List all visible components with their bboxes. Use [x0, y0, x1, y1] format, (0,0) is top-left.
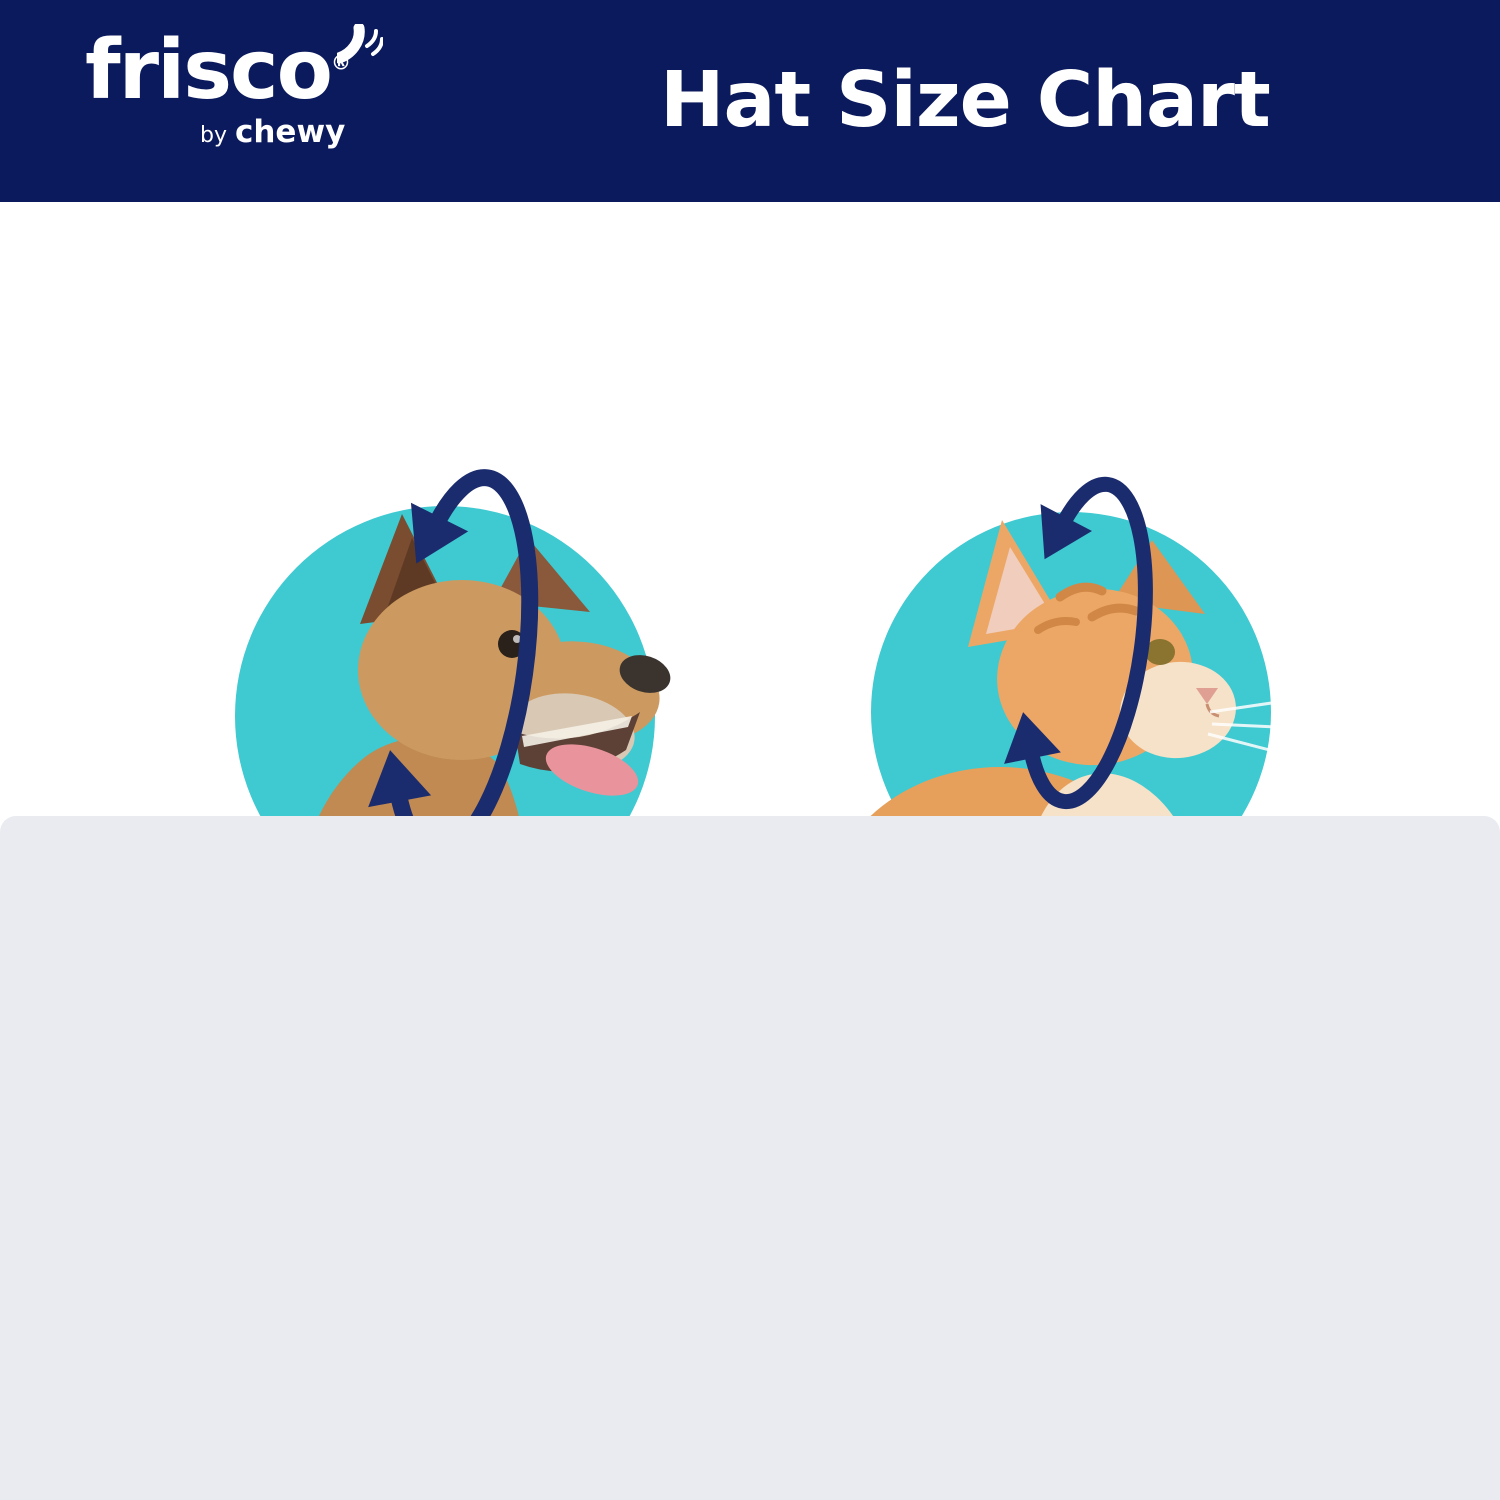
measurement-diagram-section: CHIN CHIN: [0, 202, 1500, 970]
chin-circumference-arrow-loop-icon: [1004, 476, 1153, 810]
frisco-brand-text: frisco: [85, 23, 333, 118]
header-bar: frisco® by chewy Hat Size Chart: [0, 0, 1500, 202]
chewy-wordmark: chewy: [234, 114, 346, 150]
byline: by chewy: [200, 114, 385, 150]
page-title: Hat Size Chart: [660, 56, 1271, 145]
frisco-wordmark: frisco®: [85, 24, 383, 112]
size-table-panel: PRODUCT SIZE CHIN CIRCUMFERENCE (in) REC…: [0, 816, 1500, 1500]
byline-by-text: by: [200, 123, 227, 148]
frisco-o-tail-swoosh-icon: [336, 24, 383, 64]
frisco-by-chewy-logo: frisco® by chewy: [85, 24, 385, 150]
